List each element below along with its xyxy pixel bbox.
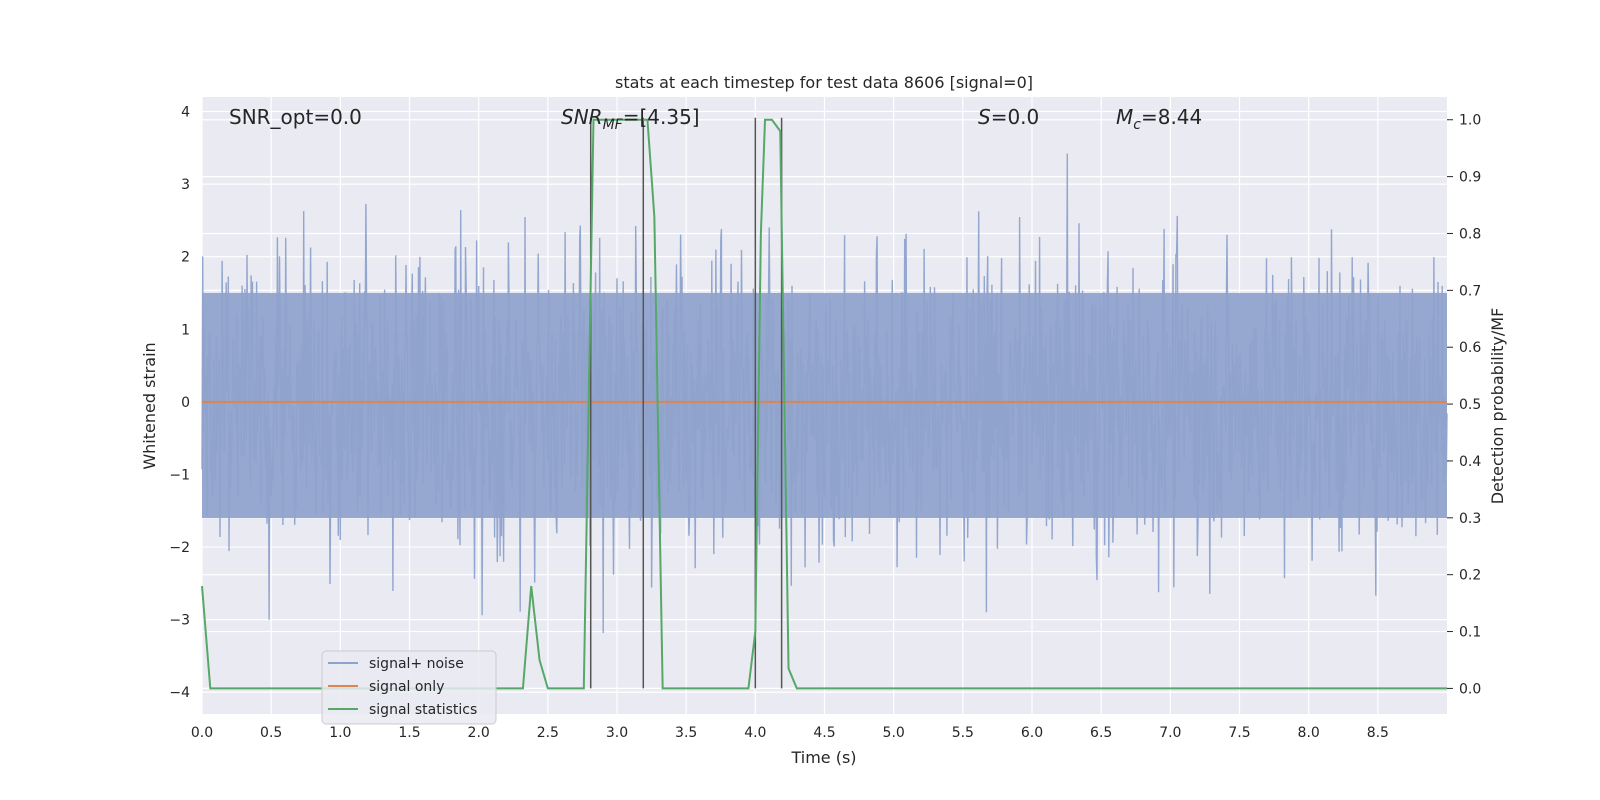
x-tick-label: 7.5 bbox=[1228, 725, 1250, 741]
series-signal-noise bbox=[201, 153, 1448, 634]
noise-trace bbox=[201, 153, 1448, 634]
annotation-snr-mf: SNRMF=[4.35] bbox=[561, 105, 700, 133]
series-signal-statistics bbox=[201, 118, 1447, 690]
y-left-tick-label: 0 bbox=[181, 395, 190, 411]
annotation-mc-main: M bbox=[1116, 105, 1133, 129]
x-axis-ticks: 0.0 0.5 1.0 1.5 2.0 2.5 3.0 3.5 4.0 4.5 5.0 5.5 6.0 6… bbox=[191, 725, 1389, 741]
x-tick-label: 8.5 bbox=[1367, 725, 1389, 741]
legend-label-signal-noise: signal+ noise bbox=[369, 656, 464, 672]
x-tick-label: 5.0 bbox=[883, 725, 905, 741]
annotation-snr-opt: SNR_opt=0.0 bbox=[229, 105, 362, 129]
y-right-tick-label: 0.6 bbox=[1459, 340, 1481, 356]
annotation-s: S=0.0 bbox=[978, 105, 1039, 129]
y-left-tick-label: 1 bbox=[181, 322, 190, 338]
y-left-tick-label: −2 bbox=[169, 540, 190, 556]
y-left-tick-label: −4 bbox=[169, 685, 190, 701]
signal-statistics-line bbox=[201, 118, 1447, 690]
annotation-snr-mf-value: =[4.35] bbox=[623, 105, 700, 129]
x-tick-label: 6.5 bbox=[1090, 725, 1112, 741]
x-tick-label: 0.0 bbox=[191, 725, 213, 741]
y-axis-left-ticks: 4 3 2 1 0 −1 −2 −3 −4 bbox=[169, 105, 190, 702]
y-right-tick-label: 0.1 bbox=[1459, 625, 1481, 641]
annotation-s-main: S bbox=[978, 105, 991, 129]
y-right-tick-label: 0.5 bbox=[1459, 397, 1481, 413]
x-tick-label: 4.0 bbox=[744, 725, 766, 741]
x-tick-label: 2.5 bbox=[537, 725, 559, 741]
x-tick-label: 1.0 bbox=[329, 725, 351, 741]
x-tick-label: 2.0 bbox=[468, 725, 490, 741]
legend-label-signal-statistics: signal statistics bbox=[369, 702, 477, 718]
x-tick-label: 3.0 bbox=[606, 725, 628, 741]
annotation-mc: Mc=8.44 bbox=[1116, 105, 1202, 133]
x-tick-label: 7.0 bbox=[1159, 725, 1181, 741]
y-right-tick-label: 0.0 bbox=[1459, 681, 1481, 697]
legend: signal+ noise signal only signal statist… bbox=[321, 650, 497, 725]
y-left-tick-label: −1 bbox=[169, 467, 190, 483]
y-left-tick-label: 4 bbox=[181, 105, 190, 121]
annotation-snr-mf-main: SNR bbox=[561, 105, 603, 129]
y-right-tick-label: 0.2 bbox=[1459, 568, 1481, 584]
annotation-snr-mf-sub: MF bbox=[603, 117, 624, 133]
x-axis-label: Time (s) bbox=[790, 748, 856, 767]
annotation-s-value: =0.0 bbox=[991, 105, 1040, 129]
y-right-tick-label: 0.4 bbox=[1459, 454, 1481, 470]
y-right-tick-label: 0.8 bbox=[1459, 226, 1481, 242]
x-tick-label: 6.0 bbox=[1021, 725, 1043, 741]
x-tick-label: 3.5 bbox=[675, 725, 697, 741]
x-tick-label: 8.0 bbox=[1298, 725, 1320, 741]
annotation-mc-value: =8.44 bbox=[1141, 105, 1202, 129]
y-axis-right-label: Detection probability/MF bbox=[1488, 308, 1507, 505]
y-left-tick-label: −3 bbox=[169, 613, 190, 629]
y-axis-left-label: Whitened strain bbox=[140, 342, 159, 469]
y-axis-right-ticks: 1.0 0.9 0.8 0.7 0.6 0.5 0.4 0.3 0.2 0.1 0.0 bbox=[1447, 113, 1481, 697]
y-right-tick-label: 0.7 bbox=[1459, 283, 1481, 299]
x-tick-label: 4.5 bbox=[813, 725, 835, 741]
y-right-tick-label: 1.0 bbox=[1459, 113, 1481, 129]
legend-box bbox=[321, 650, 497, 725]
y-left-tick-label: 2 bbox=[181, 250, 190, 266]
y-right-tick-label: 0.9 bbox=[1459, 170, 1481, 186]
x-tick-label: 0.5 bbox=[260, 725, 282, 741]
y-left-tick-label: 3 bbox=[181, 177, 190, 193]
chart-title: stats at each timestep for test data 860… bbox=[615, 73, 1033, 92]
x-tick-label: 5.5 bbox=[952, 725, 974, 741]
annotation-mc-sub: c bbox=[1133, 117, 1141, 133]
y-right-tick-label: 0.3 bbox=[1459, 511, 1481, 527]
x-tick-label: 1.5 bbox=[398, 725, 420, 741]
legend-label-signal-only: signal only bbox=[369, 679, 444, 695]
